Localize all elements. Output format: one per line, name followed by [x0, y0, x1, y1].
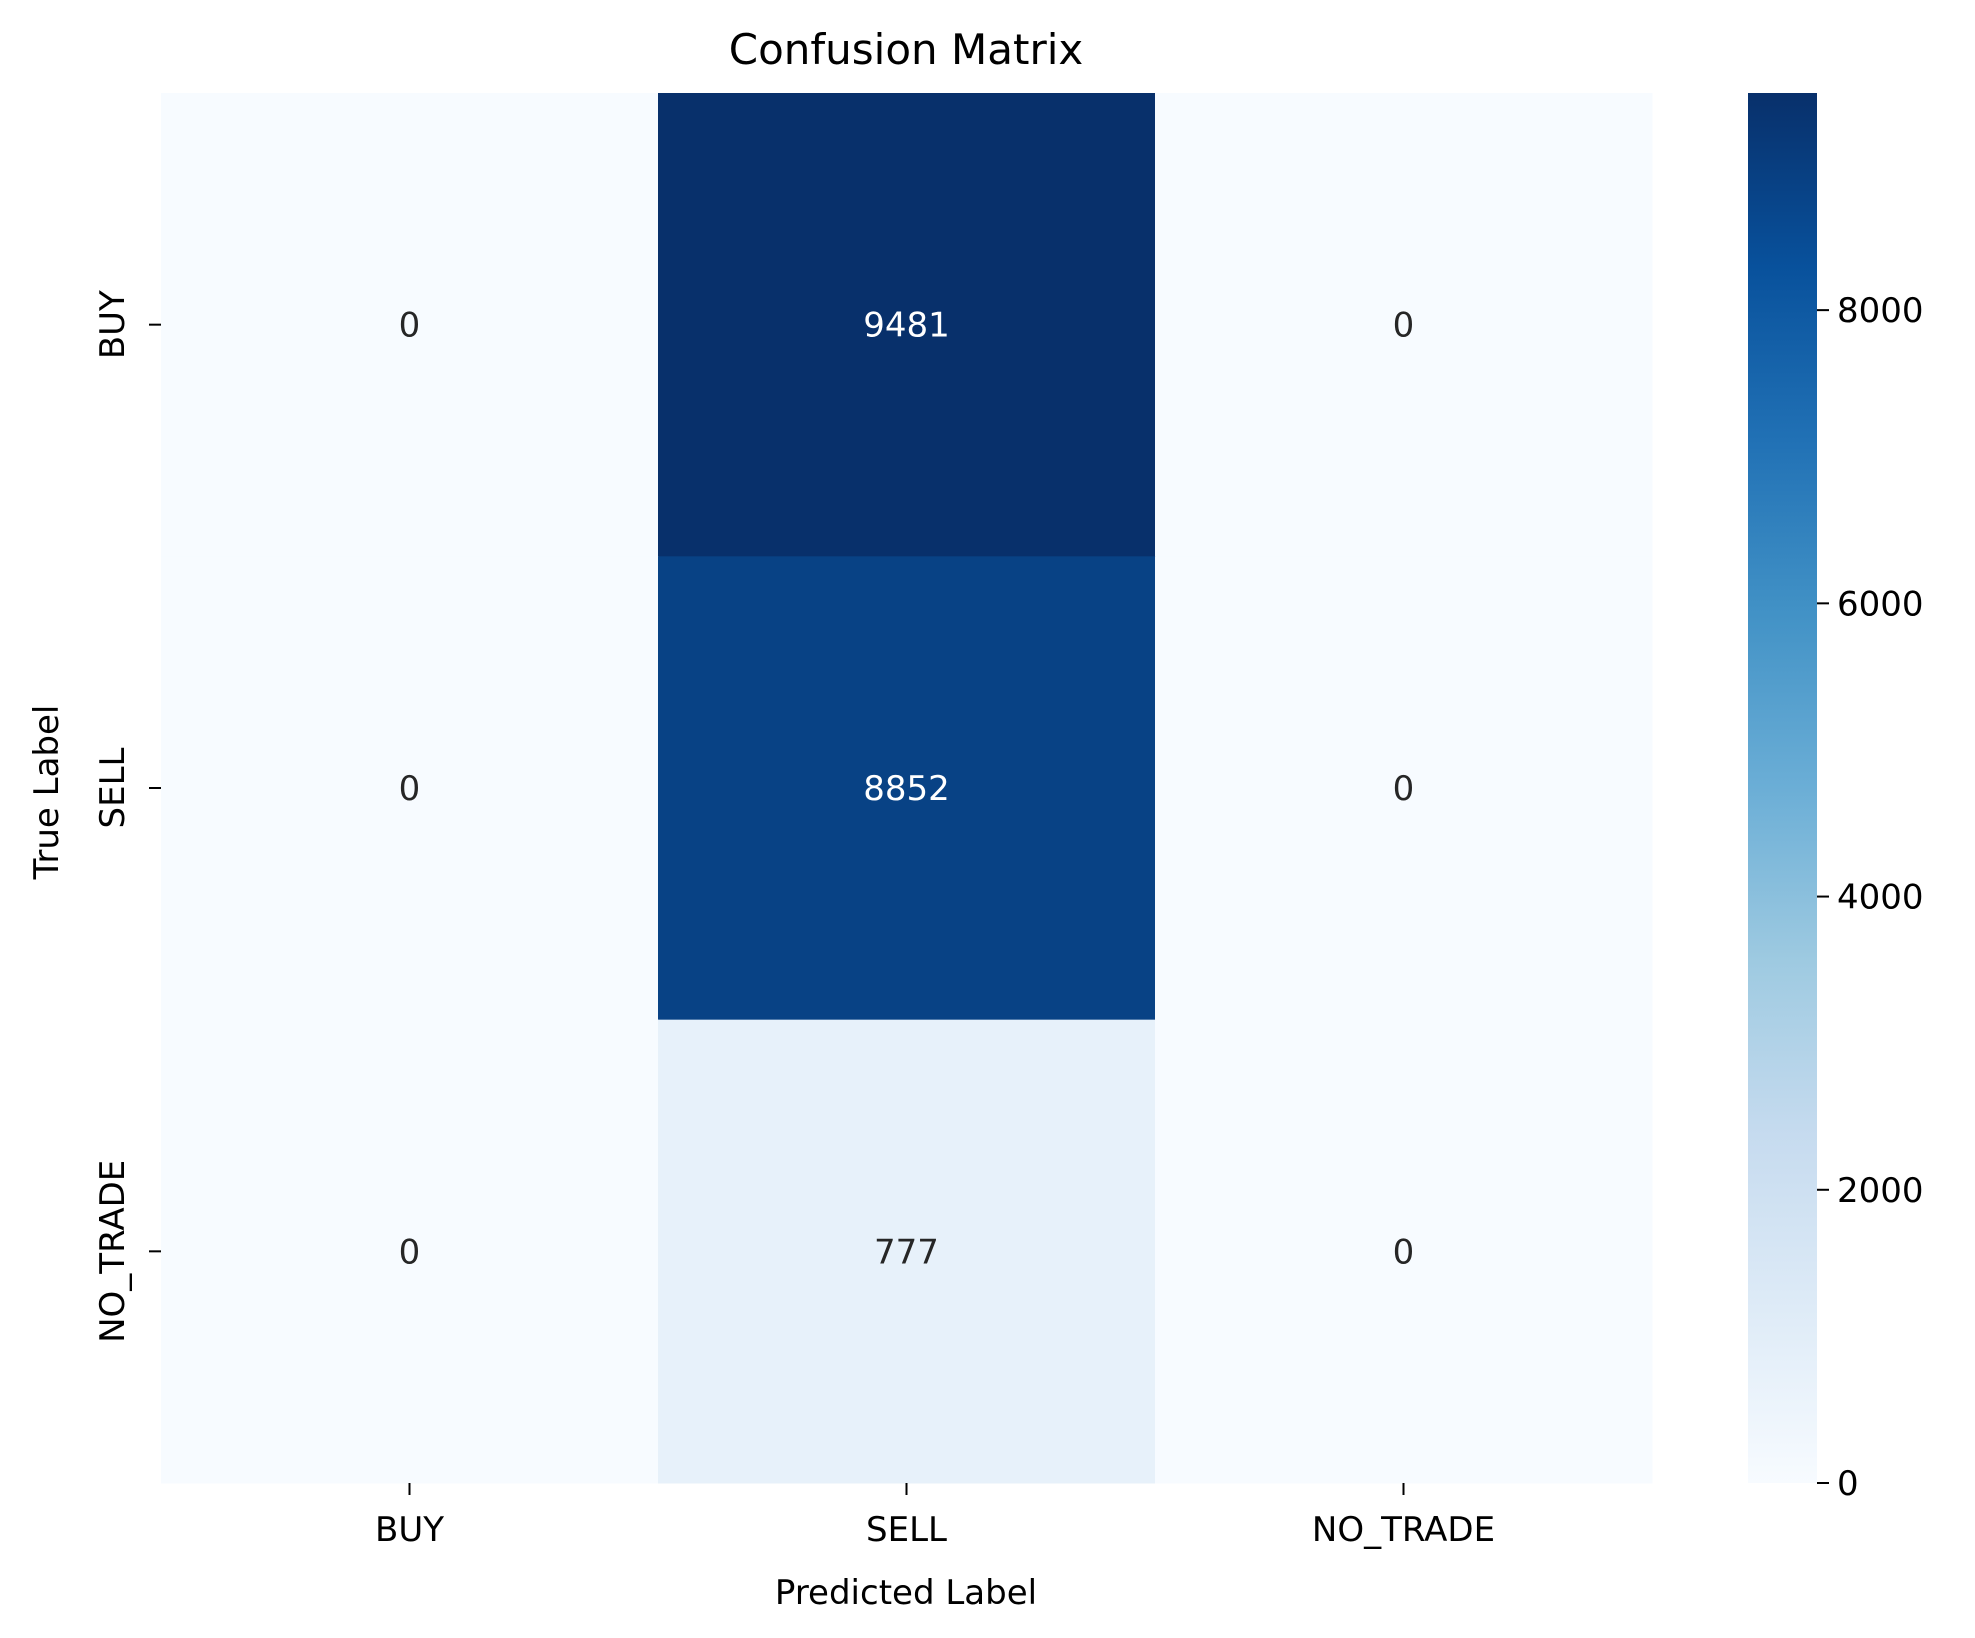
y-axis-label: True Label	[27, 705, 67, 881]
x-axis: BUY SELL NO_TRADE	[375, 1483, 1495, 1550]
colorbar-tick-label: 6000	[1837, 584, 1924, 624]
y-tick-label: NO_TRADE	[93, 1160, 133, 1343]
cell-value-label: 9481	[863, 306, 950, 346]
heatmap-cell	[1155, 93, 1653, 557]
heatmap-cell	[161, 1019, 659, 1484]
colorbar	[1748, 93, 1817, 1483]
cell-value-label: 0	[399, 1232, 421, 1272]
colorbar-tick-label: 2000	[1837, 1171, 1924, 1211]
colorbar-tick-label: 4000	[1837, 878, 1924, 918]
cell-value-label: 8852	[863, 769, 950, 809]
heatmap-cell	[658, 1019, 1156, 1484]
heatmap-cell	[1155, 1019, 1653, 1484]
colorbar-tick-label: 8000	[1837, 291, 1924, 331]
heatmap-cell	[1155, 556, 1653, 1021]
y-tick-label: SELL	[93, 747, 133, 828]
x-tick-label: NO_TRADE	[1312, 1510, 1495, 1550]
heatmap-cell	[658, 556, 1156, 1021]
cell-value-label: 0	[1393, 769, 1415, 809]
heatmap-cell	[658, 93, 1156, 557]
cell-value-label: 0	[1393, 1232, 1415, 1272]
chart-title: Confusion Matrix	[729, 25, 1084, 74]
heatmap-cells	[161, 93, 1653, 1484]
x-axis-label: Predicted Label	[775, 1573, 1037, 1613]
cell-value-label: 777	[874, 1232, 939, 1272]
x-tick-label: BUY	[375, 1510, 444, 1550]
y-axis: BUY SELL NO_TRADE	[93, 290, 161, 1343]
cell-value-label: 0	[399, 306, 421, 346]
colorbar-tick-label: 0	[1837, 1464, 1859, 1504]
y-tick-label: BUY	[93, 290, 133, 359]
x-tick-label: SELL	[866, 1510, 947, 1550]
heatmap-cell	[161, 93, 659, 557]
colorbar-ticks: 0 2000 4000 6000 8000	[1817, 291, 1924, 1504]
cell-value-label: 0	[399, 769, 421, 809]
heatmap-cell	[161, 556, 659, 1021]
cell-value-label: 0	[1393, 306, 1415, 346]
heatmap-cell-labels: 0 9481 0 0 8852 0 0 777 0	[399, 306, 1415, 1273]
